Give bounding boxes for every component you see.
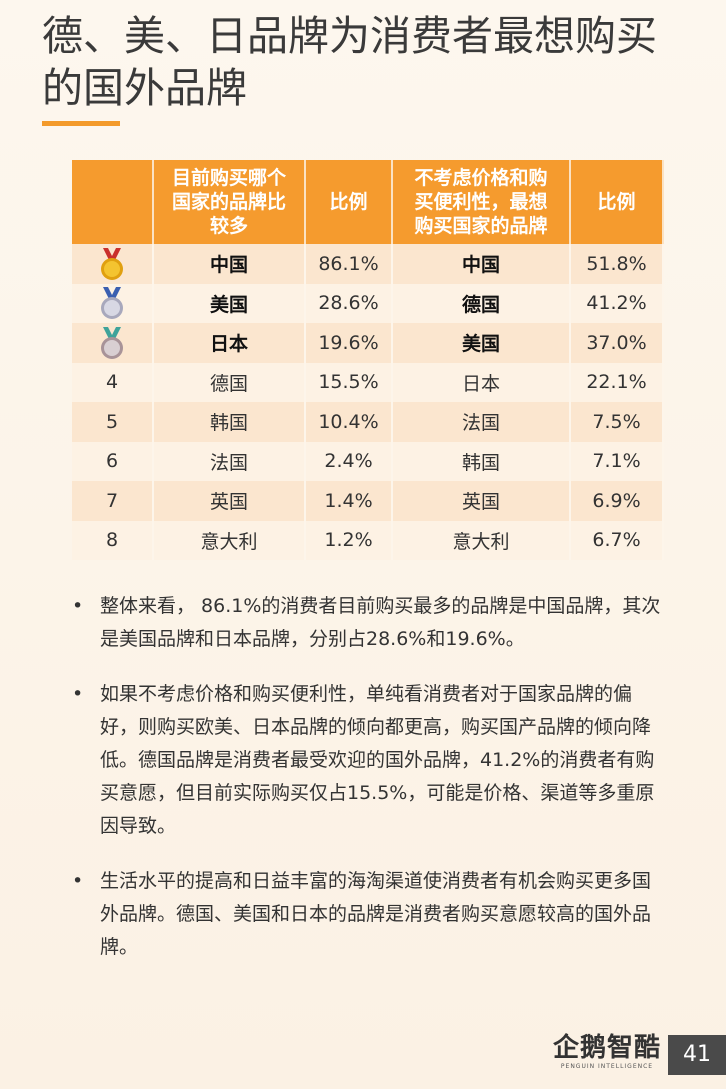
header-text: 购买国家的品牌 [414, 215, 548, 237]
percent-cell: 1.4% [305, 481, 393, 521]
percent-cell: 19.6% [305, 323, 393, 363]
percent-cell: 7.1% [570, 441, 664, 481]
country-cell: 德国 [153, 362, 306, 402]
percent-cell: 10.4% [305, 402, 393, 442]
table-row: 中国 86.1% 中国 51.8% [72, 244, 664, 284]
percent-cell: 2.4% [305, 441, 393, 481]
country-cell: 英国 [153, 481, 306, 521]
header-text: 比例 [329, 191, 368, 213]
header-cell: 比例 [305, 160, 393, 244]
header-text: 国家的品牌比 [171, 191, 286, 213]
rank-cell: 5 [72, 402, 154, 442]
percent-cell: 6.9% [570, 481, 664, 521]
country-cell: 英国 [392, 481, 571, 521]
percent-cell: 41.2% [570, 283, 664, 323]
title: 德、美、日品牌为消费者最想购买 的国外品牌 [42, 10, 712, 114]
bullet-item: 生活水平的提高和日益丰富的海淘渠道使消费者有机会购买更多国外品牌。德国、美国和日… [72, 865, 662, 964]
percent-cell: 51.8% [570, 244, 664, 284]
country-cell: 韩国 [153, 402, 306, 442]
table-row: 6 法国 2.4% 韩国 7.1% [72, 441, 664, 481]
percent-cell: 1.2% [305, 520, 393, 560]
logo-subtext: PENGUIN INTELLIGENCE [560, 1063, 654, 1070]
rank-cell [72, 244, 154, 284]
title-line: 德、美、日品牌为消费者最想购买 [42, 12, 657, 60]
page-number: 41 [668, 1035, 726, 1075]
header-text: 不考虑价格和购 [414, 167, 548, 189]
percent-cell: 86.1% [305, 244, 393, 284]
country-cell: 德国 [392, 283, 571, 323]
header-cell [72, 160, 154, 244]
country-cell: 法国 [153, 441, 306, 481]
rank-cell: 7 [72, 481, 154, 521]
country-cell: 意大利 [392, 520, 571, 560]
country-cell: 美国 [392, 323, 571, 363]
title-line: 的国外品牌 [42, 64, 247, 112]
header-text: 买便利性，最想 [414, 191, 548, 213]
table-row: 4 德国 15.5% 日本 22.1% [72, 362, 664, 402]
percent-cell: 6.7% [570, 520, 664, 560]
header-row: 目前购买哪个 国家的品牌比 较多 比例 不考虑价格和购 买便利性，最想 购买国家的品牌 比例 [72, 160, 664, 244]
bullet-item: 整体来看， 86.1%的消费者目前购买最多的品牌是中国品牌，其次是美国品牌和日本… [72, 590, 662, 656]
logo-text: 企鹅智酷 [553, 1033, 662, 1063]
header-text: 比例 [597, 191, 636, 213]
title-rule [42, 121, 120, 126]
logo: 企鹅智酷 PENGUIN INTELLIGENCE [553, 1033, 661, 1070]
percent-cell: 37.0% [570, 323, 664, 363]
table-row: 美国 28.6% 德国 41.2% [72, 283, 664, 323]
country-cell: 中国 [153, 244, 306, 284]
table-row: 日本 19.6% 美国 37.0% [72, 323, 664, 363]
header-text: 较多 [209, 215, 248, 237]
header-cell: 比例 [570, 160, 664, 244]
country-cell: 日本 [392, 362, 571, 402]
rank-cell: 8 [72, 520, 154, 560]
country-cell: 意大利 [153, 520, 306, 560]
header-cell: 不考虑价格和购 买便利性，最想 购买国家的品牌 [392, 160, 571, 244]
country-cell: 日本 [153, 323, 306, 363]
table-row: 8 意大利 1.2% 意大利 6.7% [72, 520, 664, 560]
country-cell: 法国 [392, 402, 571, 442]
country-cell: 韩国 [392, 441, 571, 481]
percent-cell: 15.5% [305, 362, 393, 402]
medal-icon [101, 326, 123, 359]
rank-cell: 4 [72, 362, 154, 402]
bullet-list: 整体来看， 86.1%的消费者目前购买最多的品牌是中国品牌，其次是美国品牌和日本… [72, 590, 662, 986]
percent-cell: 7.5% [570, 402, 664, 442]
country-cell: 美国 [153, 283, 306, 323]
ranking-table: 目前购买哪个 国家的品牌比 较多 比例 不考虑价格和购 买便利性，最想 购买国家的品牌 比例 … [72, 160, 664, 560]
percent-cell: 22.1% [570, 362, 664, 402]
medal-icon [101, 247, 123, 280]
rank-cell [72, 323, 154, 363]
header-text: 目前购买哪个 [171, 167, 286, 189]
bullet-item: 如果不考虑价格和购买便利性，单纯看消费者对于国家品牌的偏好，则购买欧美、日本品牌… [72, 678, 662, 843]
table-row: 7 英国 1.4% 英国 6.9% [72, 481, 664, 521]
percent-cell: 28.6% [305, 283, 393, 323]
medal-icon [101, 287, 123, 320]
rank-cell: 6 [72, 441, 154, 481]
table-row: 5 韩国 10.4% 法国 7.5% [72, 402, 664, 442]
country-cell: 中国 [392, 244, 571, 284]
header-cell: 目前购买哪个 国家的品牌比 较多 [153, 160, 306, 244]
rank-cell [72, 283, 154, 323]
